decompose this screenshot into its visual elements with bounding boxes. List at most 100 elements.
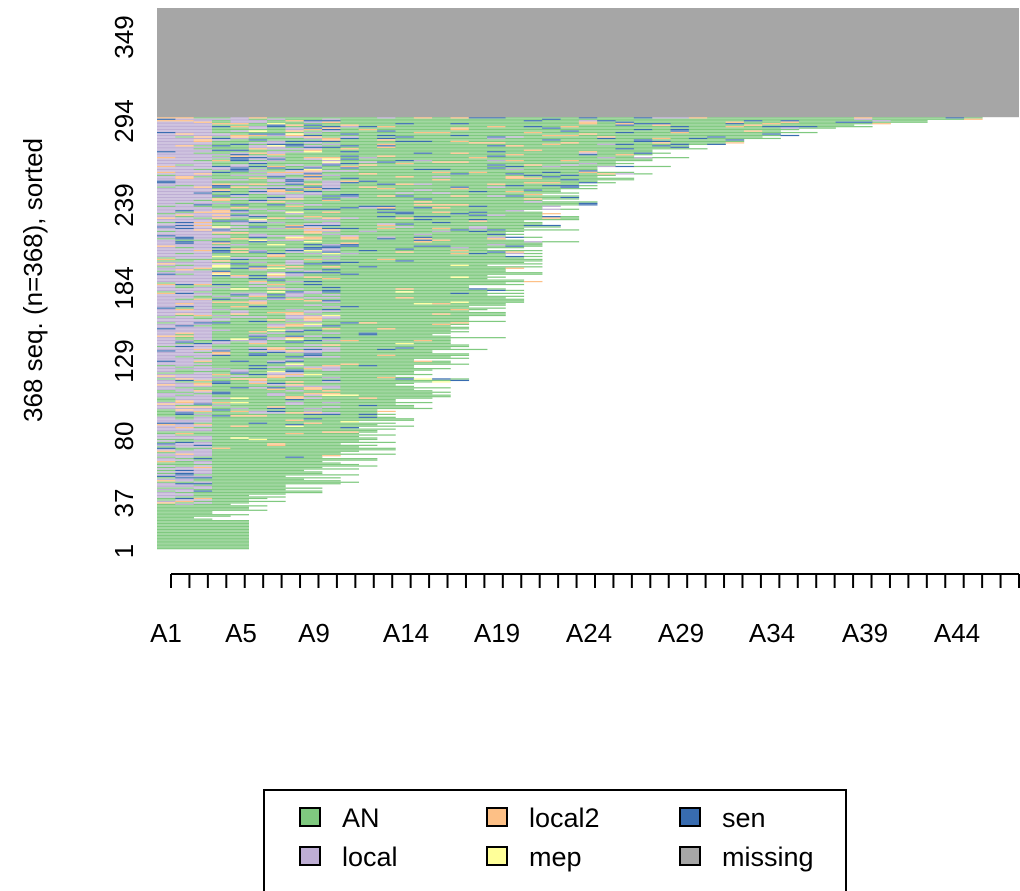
sequence-cell-sen [212, 270, 231, 272]
sequence-cell-local2 [505, 154, 525, 156]
sequence-cell-AN [230, 145, 249, 147]
sequence-cell-AN [872, 117, 946, 119]
sequence-cell-AN [212, 124, 268, 126]
sequence-cell-sen [212, 249, 231, 252]
sequence-cell-local2 [413, 201, 433, 203]
sequence-cell-local [157, 435, 213, 438]
sequence-cell-AN [597, 162, 635, 165]
sequence-cell-AN [633, 173, 653, 175]
sequence-cell-AN [450, 131, 525, 134]
sequence-cell-AN [193, 489, 286, 491]
sequence-cell-local [303, 229, 323, 231]
sequence-cell-AN [157, 543, 249, 545]
sequence-cell-local [157, 275, 213, 277]
sequence-cell-AN [212, 486, 286, 488]
sequence-cell-sen [157, 118, 176, 120]
sequence-cell-local2 [267, 171, 305, 173]
sequence-cell-AN [358, 165, 506, 168]
sequence-cell-local [285, 351, 323, 354]
sequence-cell-local2 [322, 455, 341, 457]
sequence-cell-local2 [413, 241, 433, 243]
sequence-cell-AN [157, 536, 249, 538]
sequence-cell-local2 [743, 130, 763, 132]
sequence-cell-local [230, 229, 249, 231]
sequence-cell-local [267, 372, 305, 374]
sequence-cell-AN [450, 207, 543, 209]
sequence-cell-AN [285, 297, 305, 299]
sequence-cell-AN [340, 325, 451, 327]
sequence-cell-sen [633, 140, 671, 143]
sequence-cell-local2 [505, 177, 543, 179]
sequence-cell-AN [157, 515, 231, 517]
sequence-cell-mep [267, 244, 286, 246]
sequence-cell-AN [212, 331, 249, 333]
sequence-cell-AN [358, 261, 525, 263]
sequence-cell-local [175, 456, 194, 458]
sequence-cell-AN [230, 317, 286, 320]
sequence-cell-AN [175, 338, 194, 340]
sequence-cell-sen [230, 372, 249, 374]
sequence-cell-AN [358, 217, 396, 219]
sequence-cell-mep [303, 241, 323, 243]
sequence-cell-sen [395, 159, 415, 162]
sequence-cell-AN [157, 527, 249, 529]
sequence-cell-sen [157, 422, 194, 424]
sequence-cell-mep [413, 303, 433, 305]
sequence-cell-sen [377, 134, 396, 137]
sequence-cell-AN [212, 304, 305, 306]
sequence-cell-local2 [578, 133, 598, 135]
sequence-cell-AN [322, 407, 433, 410]
sequence-cell-local2 [193, 211, 231, 213]
sequence-cell-AN [322, 353, 470, 355]
sequence-cell-local2 [322, 344, 341, 346]
sequence-cell-local2 [285, 298, 305, 300]
sequence-cell-local2 [193, 139, 213, 141]
sequence-cell-AN [340, 248, 396, 250]
sequence-cell-sen [157, 151, 176, 153]
sequence-cell-local [157, 158, 213, 160]
sequence-cell-local2 [248, 152, 268, 154]
sequence-cell-local [157, 311, 213, 314]
sequence-cell-AN [560, 182, 580, 184]
sequence-cell-sen [285, 369, 305, 371]
sequence-cell-sen [780, 120, 800, 122]
sequence-cell-AN [157, 542, 249, 544]
sequence-cell-sen [322, 337, 341, 339]
legend-swatch-local [299, 846, 321, 866]
sequence-cell-AN [542, 126, 561, 128]
sequence-cell-local [175, 480, 194, 482]
sequence-cell-local [248, 282, 268, 284]
sequence-cell-sen [450, 186, 470, 188]
sequence-cell-sen [175, 483, 213, 485]
sequence-cell-mep [413, 378, 433, 380]
sequence-cell-AN [487, 211, 543, 213]
sequence-cell-local2 [505, 176, 525, 178]
sequence-cell-local2 [267, 275, 286, 277]
sequence-cell-AN [340, 229, 451, 231]
sequence-cell-AN [230, 242, 341, 244]
sequence-cell-sen [487, 167, 506, 169]
sequence-cell-AN [212, 182, 286, 184]
sequence-cell-sen [248, 368, 268, 370]
sequence-cell-local [193, 286, 231, 289]
sequence-cell-AN [175, 307, 194, 309]
sequence-cell-sen [303, 329, 323, 331]
sequence-cell-local2 [303, 236, 323, 238]
sequence-cell-AN [285, 332, 323, 334]
sequence-cell-local2 [212, 272, 231, 274]
sequence-cell-sen [248, 251, 268, 253]
sequence-cell-AN [487, 227, 525, 230]
sequence-cell-AN [358, 170, 580, 172]
sequence-cell-sen [578, 170, 598, 172]
sequence-cell-sen [212, 275, 231, 277]
sequence-cell-AN [175, 369, 194, 371]
sequence-cell-mep [212, 226, 231, 228]
sequence-cell-AN [560, 139, 635, 141]
sequence-cell-local [157, 323, 213, 325]
sequence-cell-local [157, 317, 194, 320]
sequence-cell-mep [248, 130, 268, 132]
sequence-cell-AN [267, 121, 305, 123]
sequence-cell-AN [303, 369, 323, 371]
sequence-cell-AN [578, 164, 616, 166]
